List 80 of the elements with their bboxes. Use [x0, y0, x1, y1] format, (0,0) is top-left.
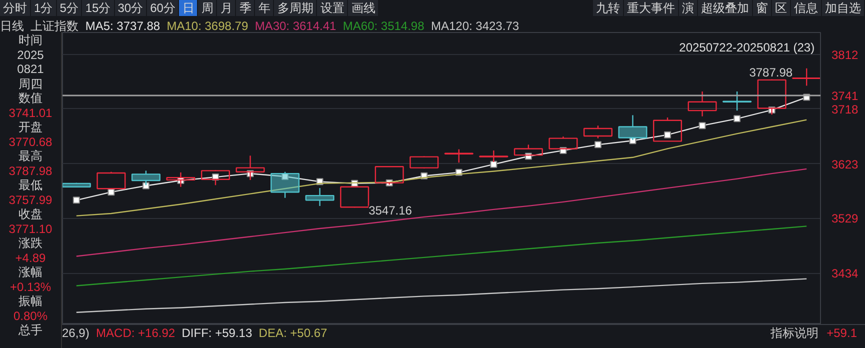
text: 60分 [147, 0, 178, 16]
ref-line-label: 3741 [832, 89, 859, 104]
text: 0.80% [12, 308, 48, 322]
text: MA30: 3614.41 [254, 19, 336, 33]
annotation: 20250722-20250821 (23) [679, 40, 815, 54]
line-series [76, 278, 808, 313]
point [698, 122, 706, 130]
point [594, 141, 602, 148]
text: 加自选 [822, 0, 864, 16]
text: 日 [179, 0, 198, 16]
text: MA10: 3698.79 [166, 19, 248, 33]
text: 3771.10 [8, 220, 52, 236]
text: 周 [198, 0, 216, 16]
text: 周四 [17, 76, 44, 90]
text: MACD: +16.92 [96, 326, 176, 340]
candlestick [305, 187, 334, 207]
text: 30分 [114, 0, 146, 16]
y-tick-label: 3812 [832, 48, 859, 62]
text: +4.89 [14, 250, 47, 264]
annotation: 3787.98 [749, 65, 793, 80]
text: 设置 [317, 0, 348, 16]
text: 超级叠加 [698, 0, 752, 16]
line-series [76, 168, 808, 257]
text: MA5: 3737.88 [85, 19, 160, 33]
text: 最低 [17, 177, 44, 192]
text: 月 [217, 0, 236, 16]
text: 0821 [16, 61, 45, 76]
text: 日线 上证指数 [0, 19, 79, 33]
text: DEA: +50.67 [258, 326, 328, 340]
text: 重大事件 [624, 0, 678, 16]
text: 多周期 [274, 0, 316, 16]
text: 分时 [0, 0, 30, 16]
y-tick-label: 3434 [832, 266, 859, 281]
text: 窗 [753, 0, 771, 16]
text: 收盘 [17, 206, 44, 221]
text: 总手 [17, 322, 44, 337]
y-tick-label: 3623 [832, 157, 859, 172]
text: 九转 [593, 0, 623, 16]
text: 26,9) [62, 326, 90, 340]
point [664, 131, 672, 138]
y-tick-label: 3718 [832, 102, 859, 116]
text: 区 [772, 0, 790, 16]
text: 最高 [17, 148, 44, 163]
text: 1分 [31, 0, 56, 16]
text: 季 [236, 0, 254, 16]
point [72, 196, 80, 204]
text: +0.13% [8, 278, 52, 294]
text: 15分 [82, 0, 114, 16]
text: MA60: 3514.98 [342, 19, 424, 33]
annotation: 3547.16 [368, 204, 412, 218]
point [108, 188, 115, 196]
text: MA120: 3423.73 [430, 19, 520, 33]
point [490, 160, 498, 168]
text: 3787.98 [8, 162, 52, 178]
text: 涨幅 [17, 264, 44, 279]
text: 3770.68 [8, 134, 52, 148]
text: 信息 [791, 0, 821, 16]
text: 演 [679, 0, 697, 16]
candlestick [166, 172, 196, 188]
line-series [76, 226, 808, 286]
line-series [76, 119, 808, 216]
text: +59.1 [826, 326, 857, 340]
candlestick [688, 90, 717, 117]
point [142, 182, 150, 190]
text: 3757.99 [8, 192, 52, 206]
text: 年 [255, 0, 274, 16]
text: 3741.01 [8, 104, 52, 120]
y-tick-label: 3529 [832, 212, 859, 226]
candlestick [236, 155, 265, 181]
text: 时间 [17, 32, 44, 47]
text: 画线 [348, 0, 378, 16]
text: 振幅 [17, 293, 44, 308]
text: 涨跌 [17, 235, 44, 250]
text: 数值 [17, 90, 44, 105]
text: DIFF: +59.13 [182, 326, 252, 340]
point [734, 115, 741, 122]
text: 5分 [56, 0, 82, 16]
text: 指标说明 [770, 326, 819, 340]
text: 开盘 [17, 119, 44, 134]
text: 2025 [16, 46, 45, 62]
